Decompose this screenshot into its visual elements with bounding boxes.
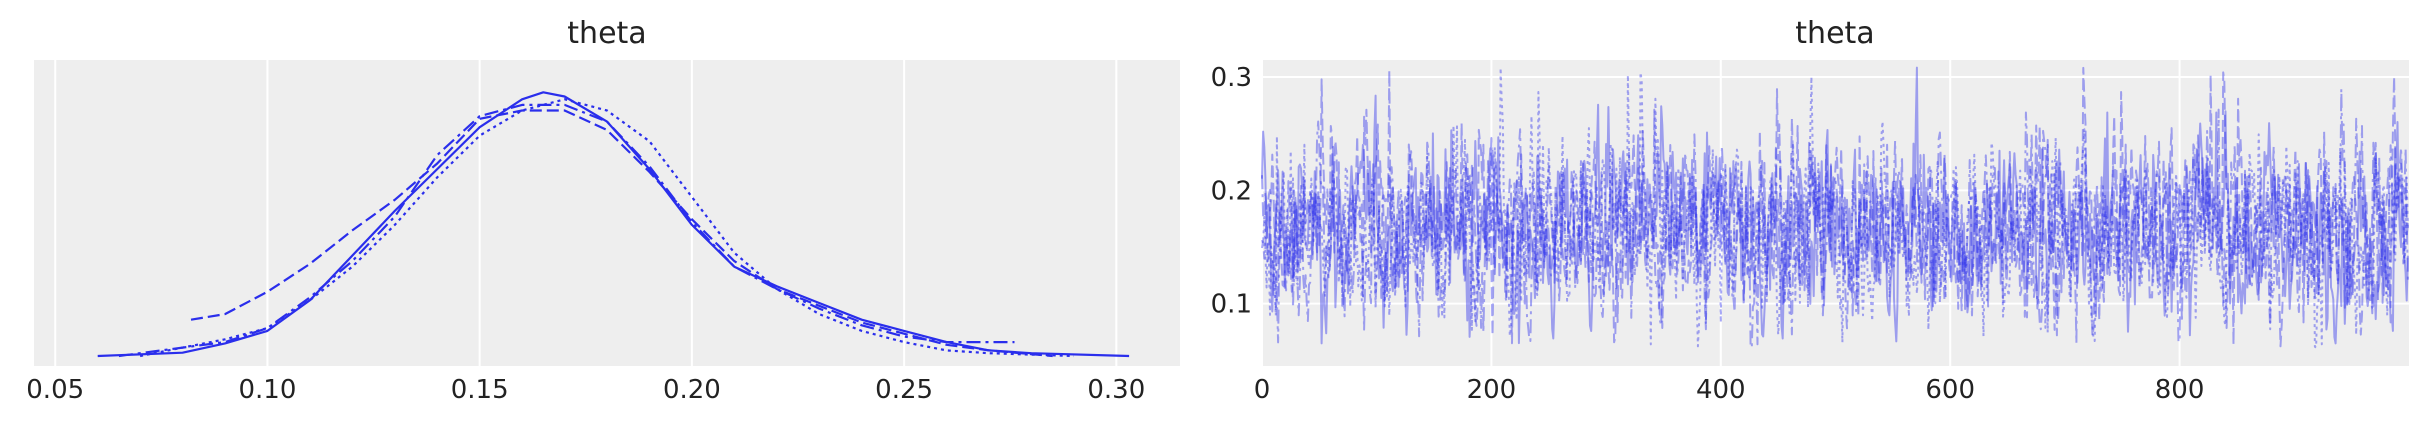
trace-panel: 0 200 400 600 800 0.1 0.2 0.3 theta bbox=[1211, 16, 2409, 405]
kde-line-dashed bbox=[190, 109, 1053, 358]
trace-x-tick-label: 0 bbox=[1254, 375, 1271, 405]
kde-line-solid bbox=[97, 91, 1130, 358]
trace-chain-2-line bbox=[1261, 66, 2409, 348]
trace-y-tick-label: 0.3 bbox=[1211, 63, 1252, 93]
kde-x-tick-label: 0.30 bbox=[1087, 375, 1145, 405]
trace-x-tick-label: 400 bbox=[1696, 375, 1746, 405]
kde-x-tick-label: 0.10 bbox=[238, 375, 296, 405]
trace-plot-area bbox=[1262, 60, 2409, 366]
trace-chain-4-line bbox=[1261, 66, 2409, 349]
kde-series-group bbox=[97, 91, 1130, 358]
kde-x-tick-label: 0.15 bbox=[451, 375, 509, 405]
kde-gridlines bbox=[54, 60, 1118, 366]
trace-y-tick-labels: 0.1 0.2 0.3 bbox=[1211, 63, 1252, 320]
trace-x-tick-label: 600 bbox=[1925, 375, 1975, 405]
kde-title: theta bbox=[567, 16, 646, 51]
trace-x-tick-labels: 0 200 400 600 800 bbox=[1254, 375, 2205, 405]
trace-x-tick-label: 200 bbox=[1467, 375, 1517, 405]
trace-chain-1-line bbox=[1261, 66, 2409, 345]
trace-chain-3-line bbox=[1261, 88, 2409, 349]
trace-y-tick-label: 0.2 bbox=[1211, 176, 1252, 206]
trace-title: theta bbox=[1795, 16, 1874, 51]
kde-plot-area bbox=[34, 60, 1180, 366]
kde-x-tick-label: 0.20 bbox=[663, 375, 721, 405]
trace-y-tick-label: 0.1 bbox=[1211, 290, 1252, 320]
kde-x-tick-labels: 0.05 0.10 0.15 0.20 0.25 0.30 bbox=[26, 375, 1145, 405]
trace-series-group bbox=[1261, 66, 2409, 349]
kde-x-tick-label: 0.05 bbox=[26, 375, 84, 405]
kde-x-tick-label: 0.25 bbox=[875, 375, 933, 405]
trace-x-tick-label: 800 bbox=[2155, 375, 2205, 405]
kde-panel: 0.05 0.10 0.15 0.20 0.25 0.30 theta bbox=[26, 16, 1180, 405]
kde-line-dotted bbox=[139, 98, 1074, 358]
trace-gridlines bbox=[1261, 60, 2409, 366]
